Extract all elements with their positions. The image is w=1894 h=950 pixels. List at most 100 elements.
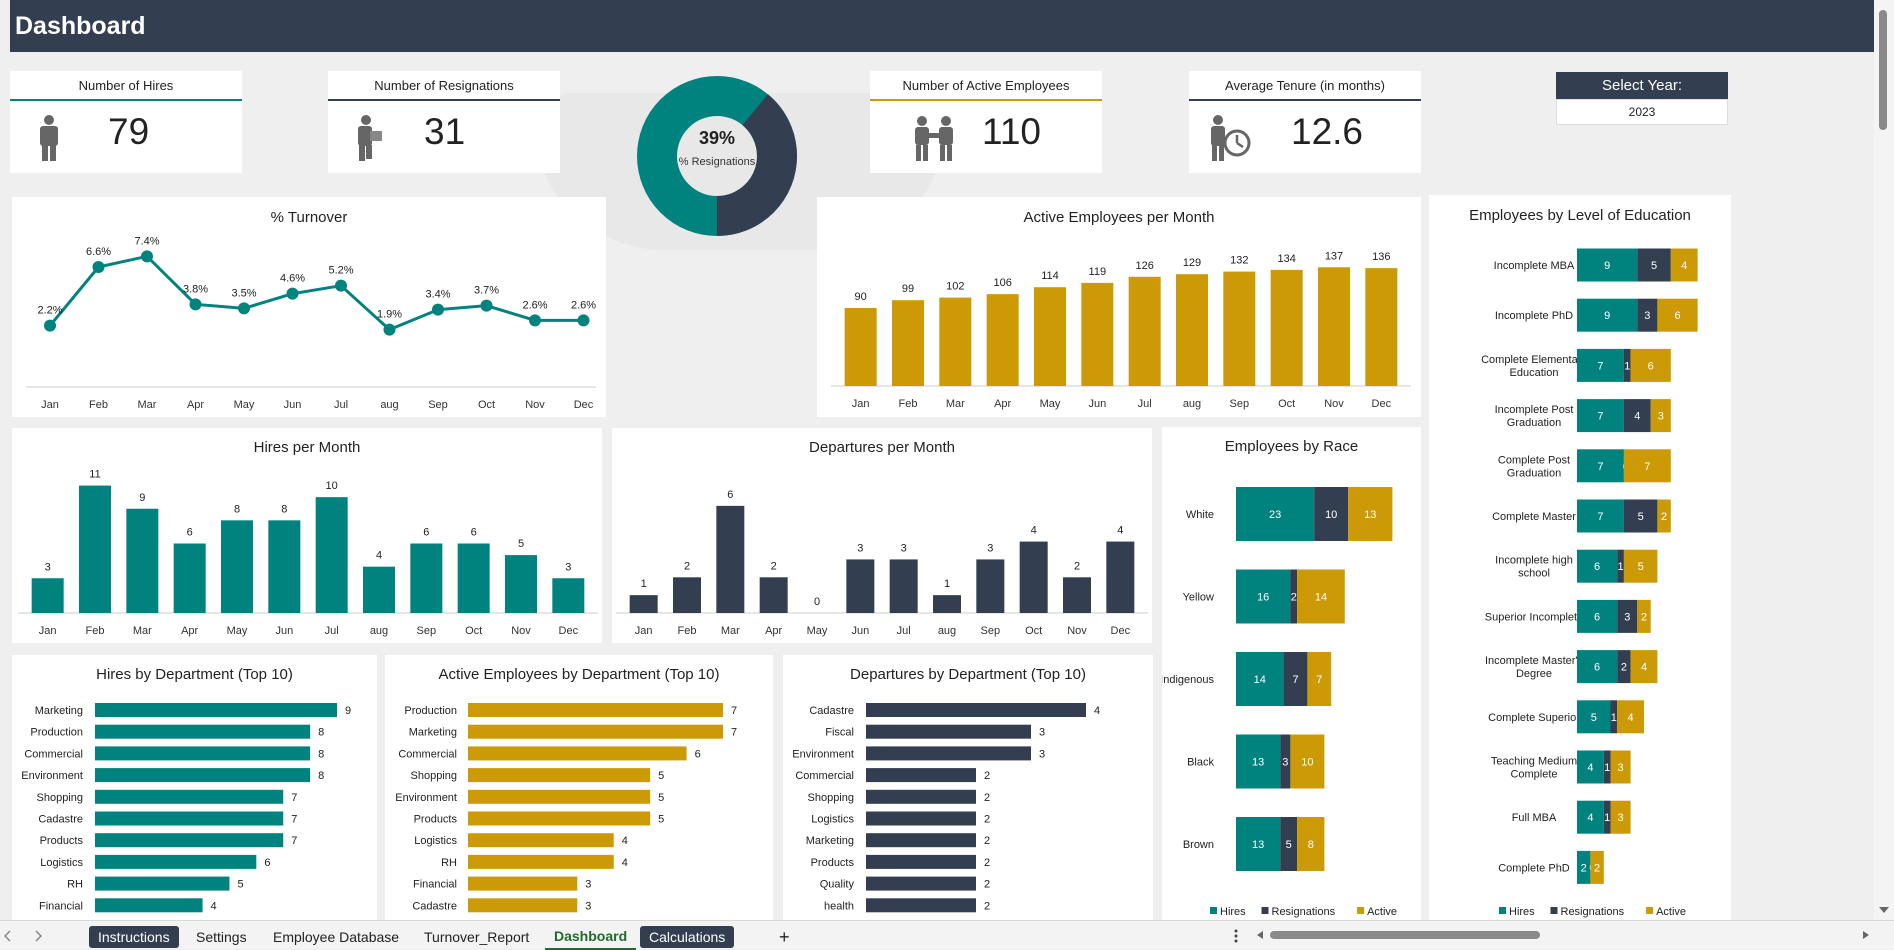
segment-label: 13 bbox=[1252, 757, 1264, 769]
bar bbox=[95, 789, 284, 804]
horizontal-scroll-thumb[interactable] bbox=[1270, 931, 1540, 939]
bar-segment bbox=[1314, 487, 1349, 541]
kpi-tenure-label: Average Tenure (in months) bbox=[1225, 78, 1385, 93]
scroll-down-arrow-icon[interactable] bbox=[1878, 905, 1890, 915]
bar bbox=[95, 724, 311, 739]
segment-label: 1 bbox=[1611, 712, 1617, 724]
vertical-scrollbar[interactable] bbox=[1874, 0, 1894, 920]
segment-label: 1 bbox=[1624, 360, 1630, 372]
vertical-scroll-thumb[interactable] bbox=[1879, 10, 1887, 130]
data-label: 8 bbox=[318, 727, 324, 739]
data-label: 10 bbox=[326, 480, 338, 492]
donut-chart bbox=[637, 76, 797, 236]
segment-label: 4 bbox=[1587, 812, 1593, 824]
more-options-icon[interactable] bbox=[1234, 929, 1238, 943]
add-sheet-button[interactable]: + bbox=[779, 927, 790, 947]
category-label: Commercial bbox=[795, 770, 854, 782]
data-label: 2.6% bbox=[522, 299, 547, 311]
category-label: Graduation bbox=[1507, 467, 1561, 479]
bar bbox=[866, 768, 976, 783]
category-label: RH bbox=[441, 857, 457, 869]
scroll-left-arrow-icon[interactable] bbox=[1256, 930, 1264, 940]
segment-label: 14 bbox=[1315, 592, 1327, 604]
data-label: 2 bbox=[984, 792, 990, 804]
category-label: Full MBA bbox=[1512, 812, 1557, 824]
active-dept-bar-chart: Production 7 Marketing 7 Commercial 6 Shopping… bbox=[395, 703, 737, 913]
bar-segment bbox=[1577, 298, 1638, 332]
tab-dashboard[interactable]: Dashboard bbox=[545, 926, 637, 950]
data-point bbox=[286, 287, 299, 300]
legend-swatch bbox=[1646, 907, 1654, 914]
tab-settings[interactable]: Settings bbox=[196, 929, 247, 945]
category-label: Indigenous bbox=[1162, 674, 1214, 686]
bar bbox=[95, 811, 284, 826]
x-tick-label: aug bbox=[380, 399, 398, 411]
tab-calculations[interactable]: Calculations bbox=[640, 926, 735, 948]
bar bbox=[866, 724, 1031, 739]
bar bbox=[468, 703, 723, 717]
x-tick-label: Jun bbox=[284, 399, 302, 411]
data-label: 2 bbox=[984, 879, 990, 891]
chevron-left-icon[interactable] bbox=[3, 930, 13, 942]
bar bbox=[1081, 282, 1114, 386]
data-label: 137 bbox=[1325, 250, 1343, 262]
data-label: 3 bbox=[987, 542, 993, 554]
category-label: Incomplete Master's bbox=[1485, 655, 1584, 667]
data-label: 8 bbox=[281, 503, 287, 515]
tab-turnover-report[interactable]: Turnover_Report bbox=[424, 929, 530, 945]
bar-segment bbox=[1603, 800, 1611, 834]
x-tick-label: aug bbox=[938, 625, 956, 637]
bar bbox=[95, 898, 203, 913]
race-title: Employees by Race bbox=[1224, 438, 1359, 455]
segment-label: 2 bbox=[1581, 862, 1587, 874]
x-tick-label: Oct bbox=[465, 625, 482, 637]
segment-label: 3 bbox=[1658, 411, 1664, 423]
scroll-right-arrow-icon[interactable] bbox=[1862, 930, 1870, 940]
segment-label: 4 bbox=[1681, 260, 1687, 272]
x-tick-label: Mar bbox=[946, 398, 965, 410]
bar-segment bbox=[1617, 650, 1631, 684]
tab-employee-database[interactable]: Employee Database bbox=[273, 929, 400, 945]
bar bbox=[552, 578, 585, 613]
bar bbox=[1176, 274, 1208, 386]
bar bbox=[716, 505, 745, 613]
x-tick-label: Jun bbox=[851, 625, 869, 637]
segment-label: 5 bbox=[1286, 839, 1292, 851]
hires-dept-bar-chart: Marketing 9 Production 8 Commercial 8 Environm… bbox=[21, 703, 351, 913]
x-tick-label: Sep bbox=[428, 399, 448, 411]
x-tick-label: Jan bbox=[41, 399, 59, 411]
tab-instructions[interactable]: Instructions bbox=[89, 926, 179, 948]
year-selector[interactable]: Select Year: 2023 bbox=[1556, 72, 1728, 125]
chevron-right-icon[interactable] bbox=[33, 930, 43, 942]
hires-month-title: Hires per Month bbox=[253, 439, 361, 456]
data-label: 3 bbox=[901, 542, 907, 554]
data-label: 6 bbox=[727, 489, 733, 501]
year-selector-value[interactable]: 2023 bbox=[1556, 99, 1728, 125]
bar bbox=[95, 854, 257, 869]
data-label: 99 bbox=[902, 283, 914, 295]
data-point bbox=[335, 279, 347, 292]
kpi-resignations-value: 31 bbox=[424, 111, 466, 152]
data-label: 8 bbox=[318, 770, 324, 782]
category-label: Incomplete MBA bbox=[1494, 260, 1575, 272]
data-label: 2 bbox=[984, 770, 990, 782]
sheet-tab-bar: Instructions Settings Employee Database … bbox=[0, 920, 1894, 950]
x-tick-label: Feb bbox=[899, 398, 918, 410]
bar-segment bbox=[1577, 650, 1618, 684]
bar bbox=[126, 508, 159, 613]
x-tick-label: Nov bbox=[1067, 625, 1087, 637]
legend-label: Active bbox=[1367, 906, 1397, 918]
dashboard-header: Dashboard bbox=[10, 0, 1874, 52]
x-tick-label: Apr bbox=[187, 399, 204, 411]
bar bbox=[1128, 276, 1161, 386]
bar bbox=[986, 294, 1019, 386]
bar-segment bbox=[1637, 248, 1671, 282]
segment-label: 2 bbox=[1291, 592, 1297, 604]
segment-label: 3 bbox=[1624, 611, 1630, 623]
category-label: Complete bbox=[1510, 769, 1557, 781]
departures-month-panel: Departures per Month 1 Jan 2 Feb 6 Mar 2 Apr 0 Ma… bbox=[612, 428, 1152, 643]
data-label: 2 bbox=[1074, 560, 1080, 572]
category-label: Cadastre bbox=[412, 900, 457, 912]
data-label: 7 bbox=[731, 727, 737, 739]
segment-label: 10 bbox=[1301, 757, 1313, 769]
